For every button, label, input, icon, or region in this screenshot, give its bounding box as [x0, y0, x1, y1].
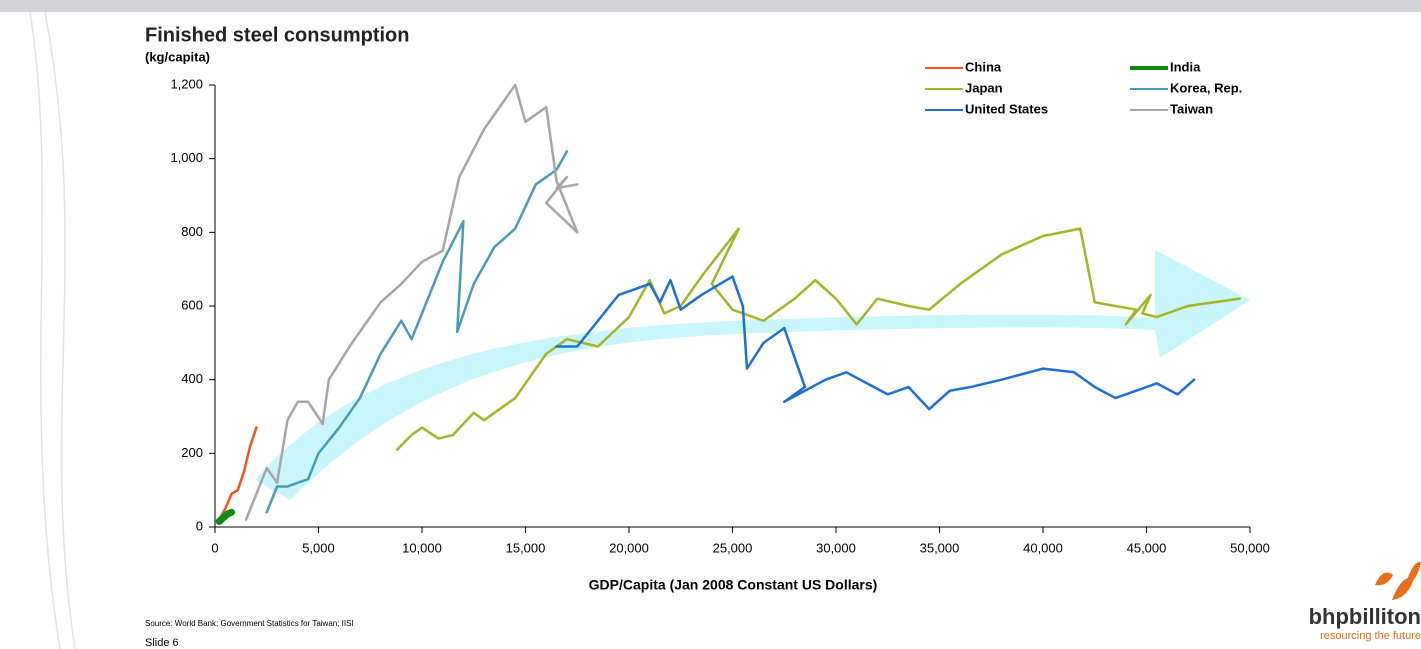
decor-curves — [29, 11, 76, 649]
y-axis-label: (kg/capita) — [145, 49, 210, 64]
y-tick-label: 800 — [181, 224, 203, 239]
trend-arrow — [255, 250, 1250, 500]
x-tick-label: 5,000 — [302, 540, 335, 555]
x-tick-label: 0 — [211, 540, 218, 555]
x-tick-label: 15,000 — [506, 540, 546, 555]
series-line — [395, 227, 1241, 451]
legend-label: Japan — [965, 80, 1003, 95]
x-tick-label: 35,000 — [920, 540, 960, 555]
x-tick-label: 50,000 — [1230, 540, 1270, 555]
series-line — [555, 275, 1196, 411]
logo-mark — [1375, 561, 1421, 600]
x-tick-label: 45,000 — [1127, 540, 1167, 555]
logo-text: bhpbilliton — [1309, 604, 1421, 629]
top-bar — [0, 0, 1421, 12]
source: Source: World Bank; Government Statistic… — [145, 619, 354, 628]
y-tick-label: 1,200 — [170, 76, 203, 91]
x-tick-label: 25,000 — [713, 540, 753, 555]
legend-label: China — [965, 59, 1002, 74]
y-tick-label: 400 — [181, 371, 203, 386]
x-tick-label: 40,000 — [1023, 540, 1063, 555]
y-tick-label: 0 — [196, 518, 203, 533]
logo: bhpbilliton resourcing the future — [1309, 561, 1421, 642]
y-tick-label: 1,000 — [170, 150, 203, 165]
legend-label: United States — [965, 101, 1048, 116]
slide-number: Slide 6 — [145, 637, 179, 649]
x-tick-label: 10,000 — [402, 540, 442, 555]
x-tick-label: 20,000 — [609, 540, 649, 555]
series-line — [265, 150, 569, 514]
legend-label: Taiwan — [1170, 101, 1213, 116]
series-line — [244, 83, 579, 521]
y-tick-label: 600 — [181, 297, 203, 312]
logo-tagline: resourcing the future — [1320, 630, 1421, 642]
legend-label: Korea, Rep. — [1170, 80, 1242, 95]
legend-label: India — [1170, 59, 1201, 74]
series-line — [215, 508, 236, 525]
series-line — [217, 426, 258, 521]
x-tick-label: 30,000 — [816, 540, 856, 555]
x-axis-label: GDP/Capita (Jan 2008 Constant US Dollars… — [589, 577, 878, 593]
y-tick-label: 200 — [181, 445, 203, 460]
chart-title: Finished steel consumption — [145, 24, 409, 46]
